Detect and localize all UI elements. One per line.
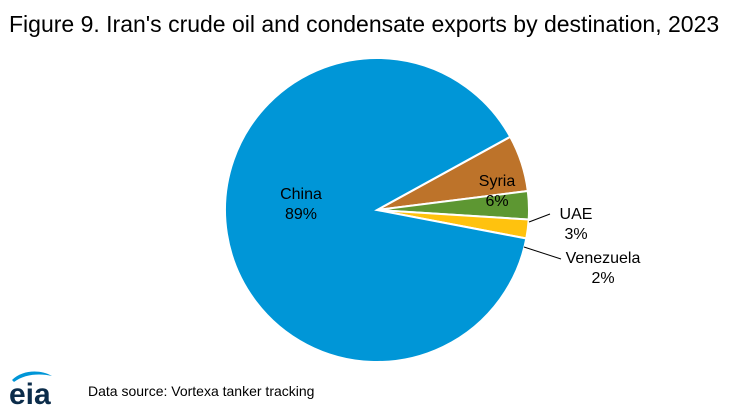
- slice-name-label: Syria: [479, 173, 516, 190]
- eia-logo: eia: [9, 371, 52, 408]
- leader-line-venezuela: [523, 246, 562, 260]
- slice-value-label: 2%: [591, 270, 614, 287]
- slice-labels: Syria 6% UAE 3% Venezuela 2% China 89%: [280, 173, 640, 287]
- pie-slices: [224, 57, 530, 363]
- slice-name-label: Venezuela: [566, 250, 641, 267]
- slice-value-label: 89%: [285, 206, 317, 223]
- slice-name-label: UAE: [560, 206, 593, 223]
- logo-text: eia: [9, 378, 51, 408]
- chart-title: Figure 9. Iran's crude oil and condensat…: [9, 11, 720, 37]
- leader-lines: [523, 213, 562, 260]
- slice-value-label: 3%: [564, 226, 587, 243]
- slice-value-label: 6%: [485, 193, 508, 210]
- pie-slice-china: [224, 57, 528, 363]
- slice-name-label: China: [280, 186, 322, 203]
- leader-line-uae: [528, 213, 551, 223]
- data-source-note: Data source: Vortexa tanker tracking: [88, 383, 315, 399]
- logo-swoosh: [12, 371, 52, 382]
